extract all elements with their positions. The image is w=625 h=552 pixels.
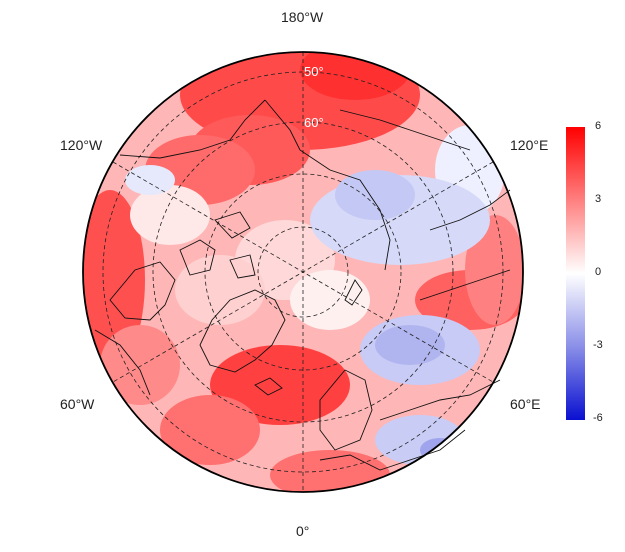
lon-label-60e: 60°E [510, 396, 541, 412]
anomaly-field [83, 52, 523, 492]
colorbar-tick-6: 6 [595, 120, 602, 132]
lon-label-60w: 60°W [60, 396, 95, 412]
lon-label-180w: 180°W [281, 9, 324, 25]
lon-label-120e: 120°E [510, 137, 549, 153]
colorbar-tick-3: 3 [595, 193, 602, 205]
colorbar-tick-minus3: -3 [593, 339, 603, 351]
colorbar-tick-0: 0 [595, 266, 602, 278]
lon-label-0: 0° [296, 523, 310, 539]
lat-label-50: 50° [304, 64, 324, 79]
colorbar-tick-minus6: -6 [593, 412, 603, 424]
lat-label-60: 60° [304, 115, 324, 130]
colorbar [566, 127, 585, 420]
lon-label-120w: 120°W [60, 137, 103, 153]
map-boundary [82, 51, 524, 493]
coastlines [94, 99, 511, 471]
